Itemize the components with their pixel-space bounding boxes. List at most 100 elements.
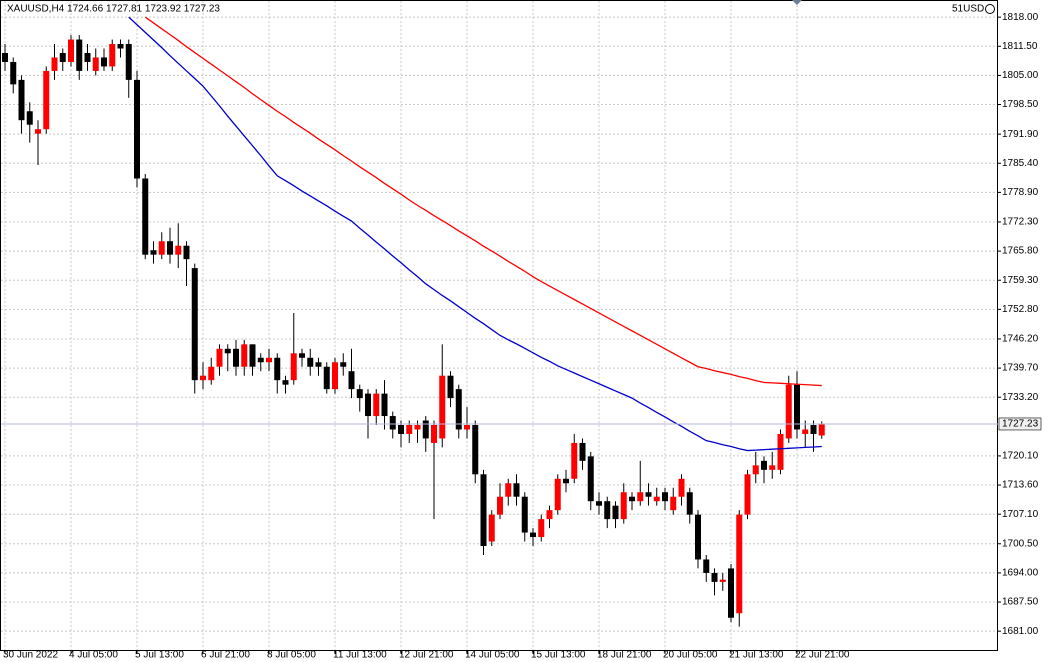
candle-body — [761, 460, 767, 470]
current-price-label: 1727.23 — [1002, 419, 1039, 430]
candle-body — [488, 514, 495, 542]
plot-frame — [0, 0, 998, 651]
y-tick-label: 1811.50 — [1002, 41, 1038, 52]
candle-body — [719, 579, 726, 582]
candle-body — [596, 501, 602, 506]
candle-body — [241, 344, 248, 367]
candle-body — [381, 393, 388, 417]
candle-body — [637, 492, 644, 502]
candle-body — [307, 357, 314, 367]
candle-body — [422, 420, 429, 439]
candle-body — [538, 519, 545, 538]
y-tick-label: 1818.00 — [1002, 12, 1039, 23]
current-price-box — [998, 417, 1042, 431]
y-tick-label: 1681.00 — [1002, 626, 1039, 637]
candle-body — [158, 241, 165, 255]
candle-body — [150, 250, 157, 255]
candle-body — [117, 44, 124, 49]
y-tick-label: 1713.60 — [1002, 480, 1039, 491]
candle-body — [612, 505, 619, 520]
candle-body — [447, 375, 454, 399]
y-tick-label: 1739.70 — [1002, 363, 1039, 374]
y-tick-label: 1687.50 — [1002, 597, 1039, 608]
x-tick-label: 30 Jun 2022 — [3, 650, 58, 661]
moving-average — [128, 16, 822, 452]
candle-body — [299, 353, 305, 358]
candle-body — [810, 425, 817, 434]
x-tick-label: 6 Jul 21:00 — [201, 650, 250, 661]
candle-body — [274, 357, 281, 381]
y-tick-label: 1798.50 — [1002, 99, 1039, 110]
y-tick-label: 1778.90 — [1002, 187, 1039, 198]
candle-body — [2, 52, 8, 62]
candle-body — [521, 496, 528, 533]
y-tick-label: 1785.40 — [1002, 158, 1039, 169]
x-tick-label: 4 Jul 05:00 — [69, 650, 118, 661]
x-tick-label: 5 Jul 13:00 — [135, 650, 184, 661]
x-tick-label: 18 Jul 21:00 — [597, 650, 652, 661]
candle-body — [711, 572, 718, 582]
shift-marker — [792, 0, 802, 5]
candle-body — [653, 496, 660, 502]
x-tick-label: 21 Jul 13:00 — [729, 650, 784, 661]
candle-body — [68, 39, 74, 62]
candle-body — [645, 492, 652, 497]
candle-body — [10, 61, 17, 85]
candle-body — [414, 425, 421, 430]
x-tick-label: 11 Jul 13:00 — [333, 650, 387, 661]
y-tick-label: 1772.30 — [1002, 217, 1039, 228]
candle-body — [703, 559, 710, 573]
candle-body — [18, 79, 25, 121]
candle-body — [802, 429, 809, 434]
candle-body — [373, 393, 380, 417]
candle-body — [101, 57, 107, 67]
y-tick-label: 1791.90 — [1002, 129, 1039, 140]
candle-body — [389, 416, 396, 430]
candle-body — [208, 366, 215, 381]
candle-body — [686, 492, 693, 515]
candle-body — [629, 496, 635, 502]
candle-body — [695, 514, 701, 560]
candle-body — [200, 375, 206, 381]
candle-body — [43, 70, 50, 130]
candle-body — [472, 425, 479, 475]
candle-body — [455, 389, 462, 430]
candle-body — [84, 52, 91, 62]
y-tick-label: 1694.00 — [1002, 568, 1039, 579]
candle-body — [175, 245, 182, 255]
x-tick-label: 14 Jul 05:00 — [465, 650, 520, 661]
y-tick-label: 1746.20 — [1002, 334, 1039, 345]
candle-body — [464, 425, 470, 430]
candle-body — [744, 474, 751, 515]
candle-body — [109, 44, 116, 67]
candle-body — [818, 423, 825, 436]
candle-body — [497, 496, 503, 515]
y-tick-label: 1805.00 — [1002, 70, 1039, 81]
x-tick-label: 15 Jul 13:00 — [531, 650, 586, 661]
candle-body — [134, 79, 140, 179]
candle-body — [167, 241, 173, 255]
candle-body — [224, 348, 231, 354]
candle-body — [728, 568, 734, 618]
candle-body — [76, 39, 83, 71]
candle-body — [604, 501, 611, 520]
candle-body — [51, 57, 58, 71]
candle-body — [233, 348, 239, 367]
candle-body — [340, 362, 347, 367]
candle-body — [769, 465, 776, 470]
candle-body — [513, 483, 520, 497]
y-tick-label: 1759.30 — [1002, 275, 1039, 286]
chart-title: XAUUSD,H4 1724.66 1727.81 1723.92 1727.2… — [7, 4, 220, 15]
candle-body — [216, 348, 223, 367]
x-tick-label: 20 Jul 05:00 — [663, 650, 718, 661]
candle-body — [323, 366, 330, 390]
candle-body — [620, 492, 627, 520]
x-tick-label: 22 Jul 21:00 — [795, 650, 850, 661]
candle-body — [125, 44, 132, 80]
candle-body — [579, 442, 586, 461]
candle-body — [752, 465, 759, 475]
candle-body — [266, 357, 272, 363]
candle-body — [290, 353, 297, 381]
